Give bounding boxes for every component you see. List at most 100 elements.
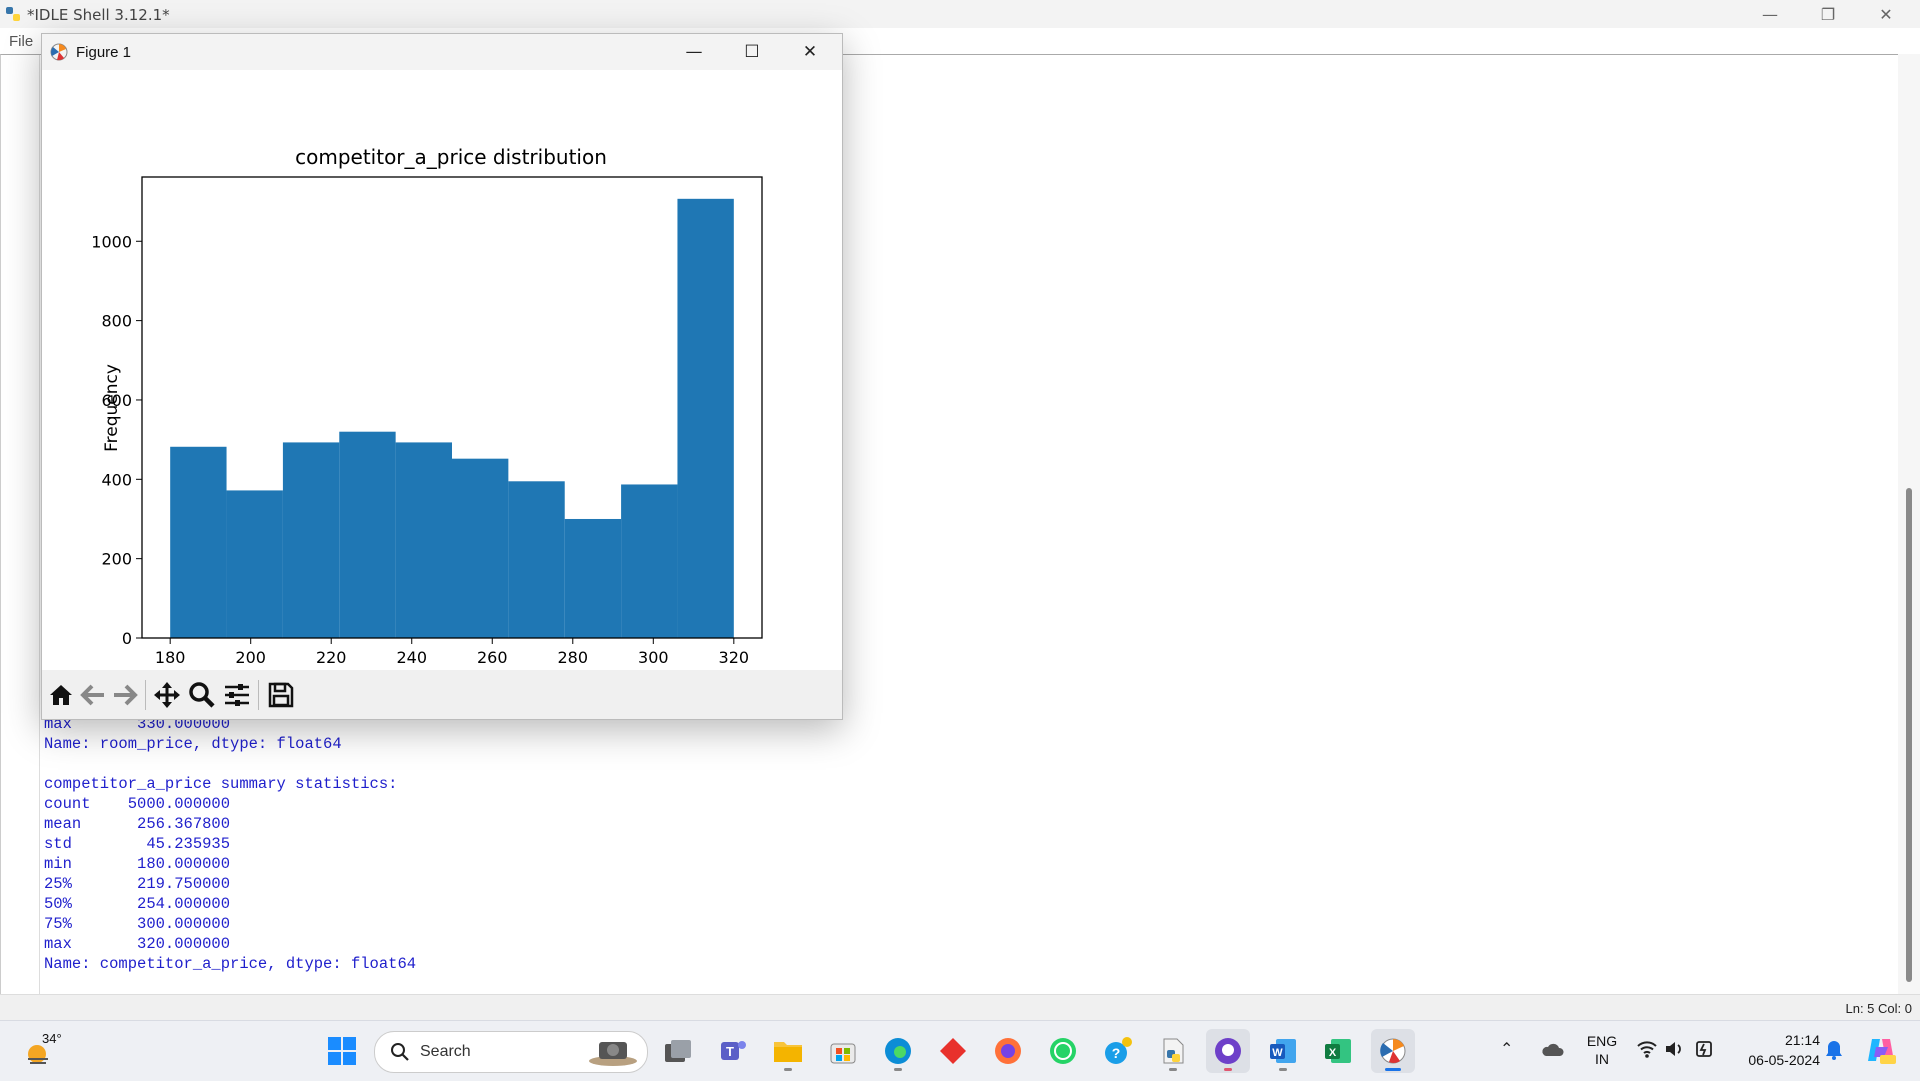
figure-title-bar[interactable]: Figure 1 — ☐ ✕	[42, 34, 842, 70]
figure-toolbar	[42, 670, 842, 719]
shell-output-line: mean 256.367800	[44, 814, 230, 834]
clock[interactable]: 21:14 06-05-2024	[1728, 1030, 1820, 1070]
svg-text:X: X	[1329, 1047, 1337, 1059]
configure-subplots-icon[interactable]	[222, 680, 252, 710]
firefox-icon[interactable]	[986, 1029, 1030, 1073]
forward-arrow-icon[interactable]	[110, 680, 140, 710]
histogram-bar	[283, 442, 339, 638]
onedrive-cloud-icon[interactable]	[1540, 1041, 1564, 1062]
histogram-bar	[396, 442, 452, 638]
weather-widget[interactable]: 34°	[20, 1031, 80, 1071]
python-idle-icon	[5, 6, 21, 22]
figure-close-button[interactable]: ✕	[782, 34, 838, 70]
python-file-icon[interactable]	[1151, 1029, 1195, 1073]
shell-output-line: max 320.000000	[44, 934, 230, 954]
wifi-icon[interactable]	[1636, 1039, 1658, 1064]
matplotlib-icon[interactable]	[1371, 1029, 1415, 1073]
notification-bell-icon[interactable]	[1824, 1039, 1844, 1066]
shell-gutter	[1, 55, 40, 995]
y-tick-label: 0	[122, 629, 132, 648]
help-icon[interactable]: ?	[1096, 1029, 1140, 1073]
shell-output-line: count 5000.000000	[44, 794, 230, 814]
y-tick-label: 200	[101, 550, 132, 569]
running-indicator	[1169, 1068, 1177, 1071]
copilot-icon[interactable]	[1866, 1035, 1896, 1070]
idle-close-button[interactable]: ✕	[1858, 0, 1914, 28]
histogram-bar	[565, 519, 621, 638]
git-icon[interactable]	[931, 1029, 975, 1073]
histogram-bar	[170, 447, 226, 638]
figure-window-title: Figure 1	[76, 44, 131, 61]
y-tick-label: 400	[101, 470, 132, 489]
taskbar: 34° Search T ? W	[0, 1020, 1920, 1081]
menu-file[interactable]: File	[9, 33, 33, 50]
y-tick-label: 800	[101, 312, 132, 331]
idle-minimize-button[interactable]: —	[1742, 0, 1798, 28]
back-arrow-icon[interactable]	[78, 680, 108, 710]
y-tick-label: 1000	[91, 232, 132, 251]
x-tick-label: 260	[477, 648, 508, 667]
shell-vertical-scrollbar[interactable]	[1898, 54, 1920, 994]
x-tick-label: 280	[558, 648, 589, 667]
svg-text:?: ?	[1112, 1045, 1121, 1061]
chart-title: competitor_a_price distribution	[295, 145, 607, 169]
shell-output-line: Name: competitor_a_price, dtype: float64	[44, 954, 416, 974]
toolbar-separator	[145, 680, 146, 710]
histogram-bar	[339, 432, 395, 638]
task-view-icon[interactable]	[656, 1029, 700, 1073]
start-icon[interactable]	[320, 1029, 364, 1073]
store-icon[interactable]	[821, 1029, 865, 1073]
figure-maximize-button[interactable]: ☐	[724, 34, 780, 70]
scrollbar-thumb[interactable]	[1906, 488, 1912, 982]
excel-icon[interactable]: X	[1316, 1029, 1360, 1073]
home-icon[interactable]	[46, 680, 76, 710]
running-indicator	[784, 1068, 792, 1071]
shell-output-line: competitor_a_price summary statistics:	[44, 774, 397, 794]
matplotlib-icon	[50, 43, 68, 61]
histogram-bar	[621, 484, 677, 638]
volume-icon[interactable]	[1664, 1039, 1686, 1064]
idle-title-bar: *IDLE Shell 3.12.1* — ❐ ✕	[0, 0, 1920, 28]
word-icon[interactable]: W	[1261, 1029, 1305, 1073]
whatsapp-icon[interactable]	[1041, 1029, 1085, 1073]
clock-date: 06-05-2024	[1728, 1050, 1820, 1070]
clock-time: 21:14	[1728, 1030, 1820, 1050]
x-tick-label: 300	[638, 648, 669, 667]
edge-icon[interactable]	[876, 1029, 920, 1073]
shell-output-line: 50% 254.000000	[44, 894, 230, 914]
shell-output-line: 25% 219.750000	[44, 874, 230, 894]
show-hidden-icons-chevron-icon[interactable]: ⌃	[1500, 1039, 1513, 1059]
taskbar-search-box[interactable]: Search	[374, 1031, 648, 1073]
github-desktop-icon[interactable]	[1206, 1029, 1250, 1073]
idle-restore-button[interactable]: ❐	[1800, 0, 1856, 28]
svg-text:W: W	[1272, 1047, 1283, 1059]
search-icon	[390, 1042, 410, 1062]
language-indicator[interactable]: ENG IN	[1582, 1032, 1622, 1068]
figure-canvas[interactable]: competitor_a_price distribution 180 200 22…	[42, 70, 842, 670]
save-icon[interactable]	[266, 680, 296, 710]
figure-minimize-button[interactable]: —	[666, 34, 722, 70]
histogram-bar	[677, 199, 733, 638]
teams-icon[interactable]: T	[711, 1029, 755, 1073]
svg-text:T: T	[726, 1044, 734, 1059]
shell-output-line: std 45.235935	[44, 834, 230, 854]
active-indicator	[1385, 1068, 1401, 1071]
figure-window: Figure 1 — ☐ ✕ competitor_a_price distri…	[41, 33, 843, 720]
file-explorer-icon[interactable]	[766, 1029, 810, 1073]
histogram-bar	[452, 459, 508, 638]
running-indicator	[1279, 1068, 1287, 1071]
x-tick-label: 240	[396, 648, 427, 667]
zoom-icon[interactable]	[187, 680, 217, 710]
y-axis-label: Frequency	[102, 364, 122, 452]
language-code: ENG	[1582, 1032, 1622, 1050]
region-code: IN	[1582, 1050, 1622, 1068]
pan-icon[interactable]	[152, 680, 182, 710]
weather-temperature: 34°	[42, 1031, 62, 1046]
x-tick-label: 320	[719, 648, 750, 667]
battery-icon[interactable]	[1694, 1039, 1716, 1064]
toolbar-separator	[258, 680, 259, 710]
shell-output-line: min 180.000000	[44, 854, 230, 874]
running-indicator	[894, 1068, 902, 1071]
x-tick-label: 200	[235, 648, 266, 667]
search-label: Search	[420, 1043, 471, 1061]
